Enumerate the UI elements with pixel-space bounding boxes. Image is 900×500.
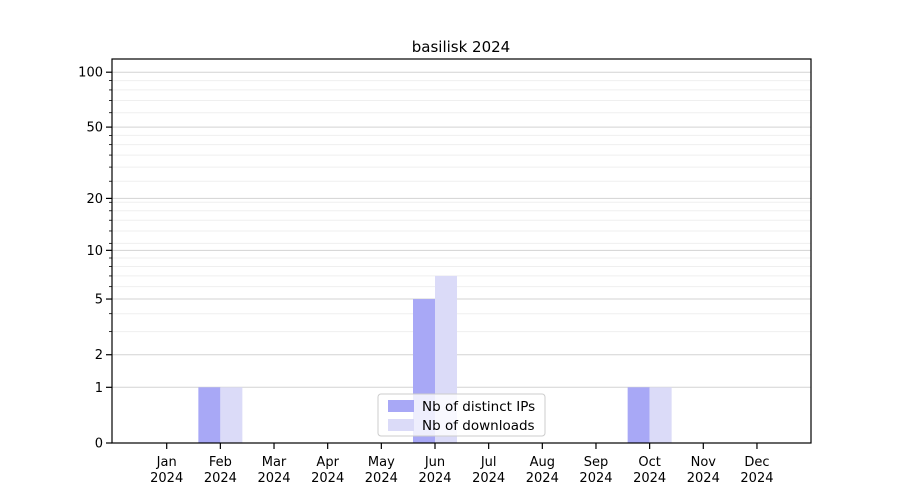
x-tick-label-may: May <box>368 455 395 470</box>
x-tick-label-jun: Jun <box>424 455 445 470</box>
y-tick-label-0: 0 <box>95 437 103 452</box>
x-tick-label-nov: Nov <box>691 455 717 470</box>
bar-downloads-feb <box>220 387 243 443</box>
y-tick-label-1: 1 <box>95 381 103 396</box>
legend-swatch-distinct-ips <box>388 400 414 412</box>
x-tick-label-jan: Jan <box>156 455 177 470</box>
plot-border <box>111 58 812 444</box>
minor-gridlines <box>112 80 811 333</box>
y-tick-label-100: 100 <box>78 66 103 81</box>
x-tick-label-jul: Jul <box>480 455 497 470</box>
axes: 0125102050100Jan2024Feb2024Mar2024Apr202… <box>78 58 812 486</box>
x-tick-year-aug: 2024 <box>526 471 559 486</box>
major-gridlines <box>112 71 811 388</box>
x-tick-label-aug: Aug <box>530 455 555 470</box>
x-tick-year-apr: 2024 <box>311 471 344 486</box>
x-tick-year-sep: 2024 <box>579 471 612 486</box>
x-tick-year-jun: 2024 <box>418 471 451 486</box>
x-tick-label-feb: Feb <box>209 455 232 470</box>
x-tick-label-dec: Dec <box>744 455 769 470</box>
x-tick-label-sep: Sep <box>584 455 609 470</box>
x-tick-year-may: 2024 <box>365 471 398 486</box>
legend-box <box>377 393 546 437</box>
y-tick-label-20: 20 <box>86 192 103 207</box>
bar-distinct-ips-feb <box>198 387 221 443</box>
legend: Nb of distinct IPs Nb of downloads <box>377 393 546 437</box>
x-tick-year-dec: 2024 <box>740 471 773 486</box>
x-tick-year-jan: 2024 <box>150 471 183 486</box>
y-tick-label-10: 10 <box>86 244 103 259</box>
y-tick-label-50: 50 <box>86 121 103 136</box>
legend-swatch-downloads <box>388 419 414 431</box>
x-tick-label-oct: Oct <box>638 455 660 470</box>
legend-label-distinct-ips: Nb of distinct IPs <box>422 399 535 415</box>
y-tick-label-5: 5 <box>95 293 103 308</box>
x-tick-year-nov: 2024 <box>687 471 720 486</box>
bar-distinct-ips-oct <box>627 387 650 443</box>
x-tick-label-apr: Apr <box>316 455 339 470</box>
legend-label-downloads: Nb of downloads <box>422 418 535 434</box>
x-tick-label-mar: Mar <box>262 455 287 470</box>
bar-downloads-oct <box>649 387 672 443</box>
x-tick-year-oct: 2024 <box>633 471 666 486</box>
x-tick-year-mar: 2024 <box>257 471 290 486</box>
x-tick-year-feb: 2024 <box>204 471 237 486</box>
x-tick-year-jul: 2024 <box>472 471 505 486</box>
chart-title: basilisk 2024 <box>412 38 510 56</box>
y-tick-label-2: 2 <box>95 348 103 363</box>
